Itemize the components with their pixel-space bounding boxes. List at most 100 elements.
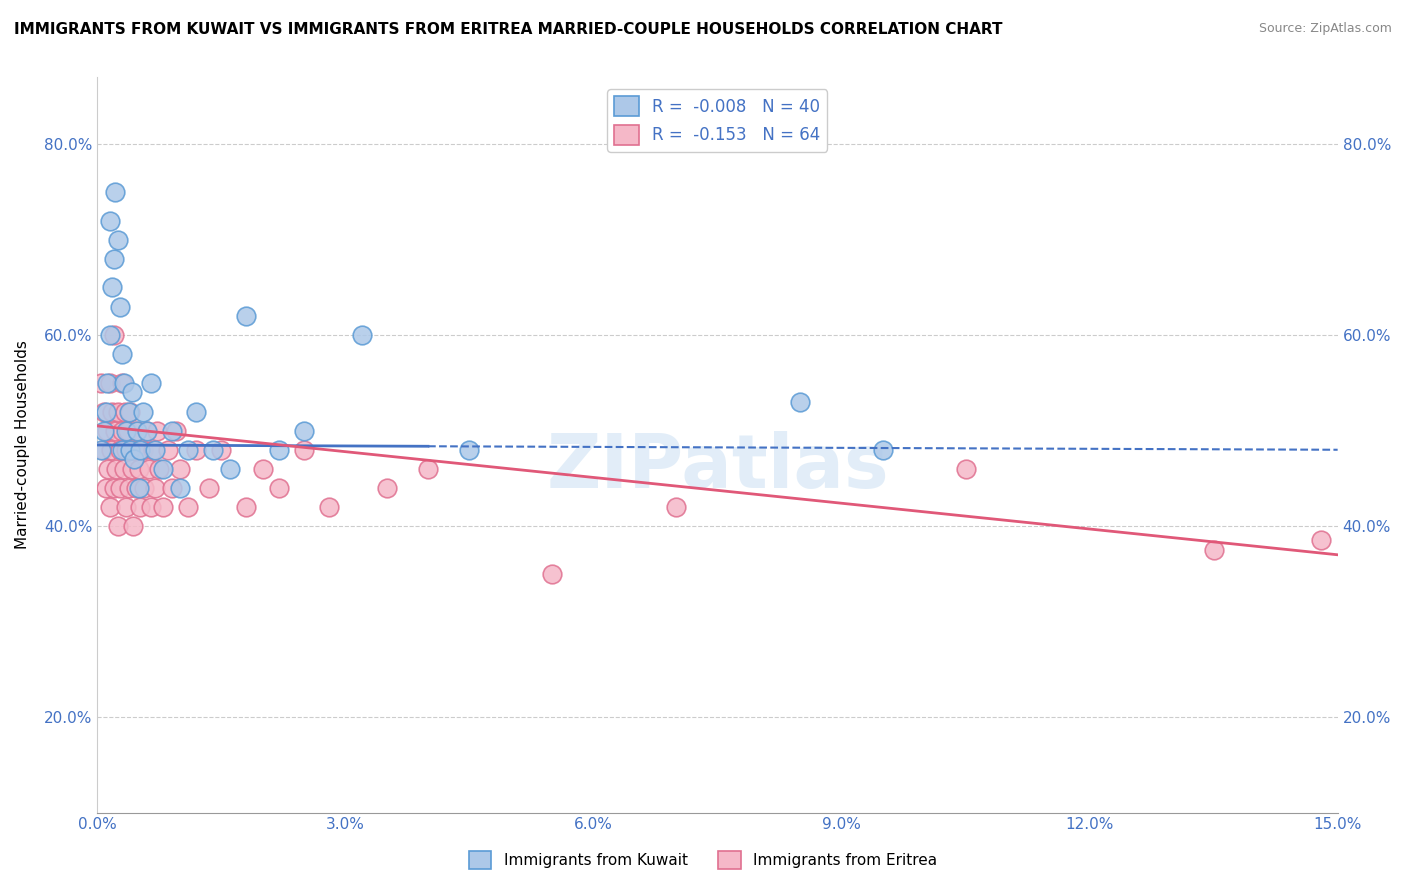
Point	[169, 481, 191, 495]
Point	[186, 404, 208, 418]
Point	[103, 328, 125, 343]
Point	[94, 481, 117, 495]
Point	[111, 442, 134, 457]
Point	[125, 481, 148, 495]
Text: Source: ZipAtlas.com: Source: ZipAtlas.com	[1258, 22, 1392, 36]
Point	[120, 404, 142, 418]
Point	[115, 424, 138, 438]
Legend: Immigrants from Kuwait, Immigrants from Eritrea: Immigrants from Kuwait, Immigrants from …	[463, 845, 943, 875]
Point	[98, 213, 121, 227]
Text: IMMIGRANTS FROM KUWAIT VS IMMIGRANTS FROM ERITREA MARRIED-COUPLE HOUSEHOLDS CORR: IMMIGRANTS FROM KUWAIT VS IMMIGRANTS FRO…	[14, 22, 1002, 37]
Point	[110, 300, 132, 314]
Point	[209, 442, 232, 457]
Point	[202, 442, 225, 457]
Point	[111, 424, 134, 438]
Point	[103, 252, 125, 266]
Point	[872, 442, 894, 457]
Point	[665, 500, 688, 514]
Point	[96, 376, 118, 390]
Point	[252, 462, 274, 476]
Point	[94, 404, 117, 418]
Point	[955, 462, 977, 476]
Point	[120, 442, 142, 457]
Point	[112, 376, 135, 390]
Point	[186, 442, 208, 457]
Point	[292, 424, 315, 438]
Point	[458, 442, 481, 457]
Point	[789, 395, 811, 409]
Point	[124, 442, 146, 457]
Point	[121, 462, 143, 476]
Point	[135, 424, 157, 438]
Point	[110, 481, 132, 495]
Point	[235, 309, 257, 323]
Point	[121, 385, 143, 400]
Point	[112, 462, 135, 476]
Point	[125, 424, 148, 438]
Point	[198, 481, 221, 495]
Point	[100, 442, 122, 457]
Point	[107, 519, 129, 533]
Point	[375, 481, 398, 495]
Point	[115, 500, 138, 514]
Point	[416, 462, 439, 476]
Point	[98, 500, 121, 514]
Point	[93, 424, 115, 438]
Point	[98, 376, 121, 390]
Point	[138, 462, 160, 476]
Point	[121, 519, 143, 533]
Point	[107, 233, 129, 247]
Point	[108, 442, 131, 457]
Point	[90, 376, 112, 390]
Point	[118, 481, 141, 495]
Point	[93, 404, 115, 418]
Point	[129, 442, 152, 457]
Point	[160, 424, 183, 438]
Point	[132, 404, 155, 418]
Point	[350, 328, 373, 343]
Point	[105, 462, 128, 476]
Point	[292, 442, 315, 457]
Text: ZIPatlas: ZIPatlas	[546, 431, 889, 504]
Point	[114, 404, 136, 418]
Point	[139, 500, 162, 514]
Point	[125, 424, 148, 438]
Point	[96, 424, 118, 438]
Point	[169, 462, 191, 476]
Point	[269, 442, 291, 457]
Point	[146, 424, 169, 438]
Point	[143, 481, 166, 495]
Point	[90, 442, 112, 457]
Point	[148, 462, 170, 476]
Point	[1310, 533, 1333, 548]
Point	[139, 376, 162, 390]
Point	[97, 462, 120, 476]
Point	[107, 404, 129, 418]
Point	[541, 566, 564, 581]
Point	[142, 442, 165, 457]
Legend: R =  -0.008   N = 40, R =  -0.153   N = 64: R = -0.008 N = 40, R = -0.153 N = 64	[607, 89, 827, 152]
Point	[143, 442, 166, 457]
Point	[160, 481, 183, 495]
Point	[235, 500, 257, 514]
Point	[132, 442, 155, 457]
Point	[218, 462, 240, 476]
Point	[104, 424, 127, 438]
Point	[111, 347, 134, 361]
Point	[117, 424, 139, 438]
Point	[115, 442, 138, 457]
Point	[101, 404, 124, 418]
Point	[128, 481, 150, 495]
Point	[152, 462, 174, 476]
Point	[318, 500, 340, 514]
Point	[177, 500, 200, 514]
Point	[269, 481, 291, 495]
Point	[118, 404, 141, 418]
Point	[111, 376, 134, 390]
Point	[91, 442, 114, 457]
Point	[101, 280, 124, 294]
Point	[152, 500, 174, 514]
Point	[129, 500, 152, 514]
Point	[124, 452, 146, 467]
Point	[103, 481, 125, 495]
